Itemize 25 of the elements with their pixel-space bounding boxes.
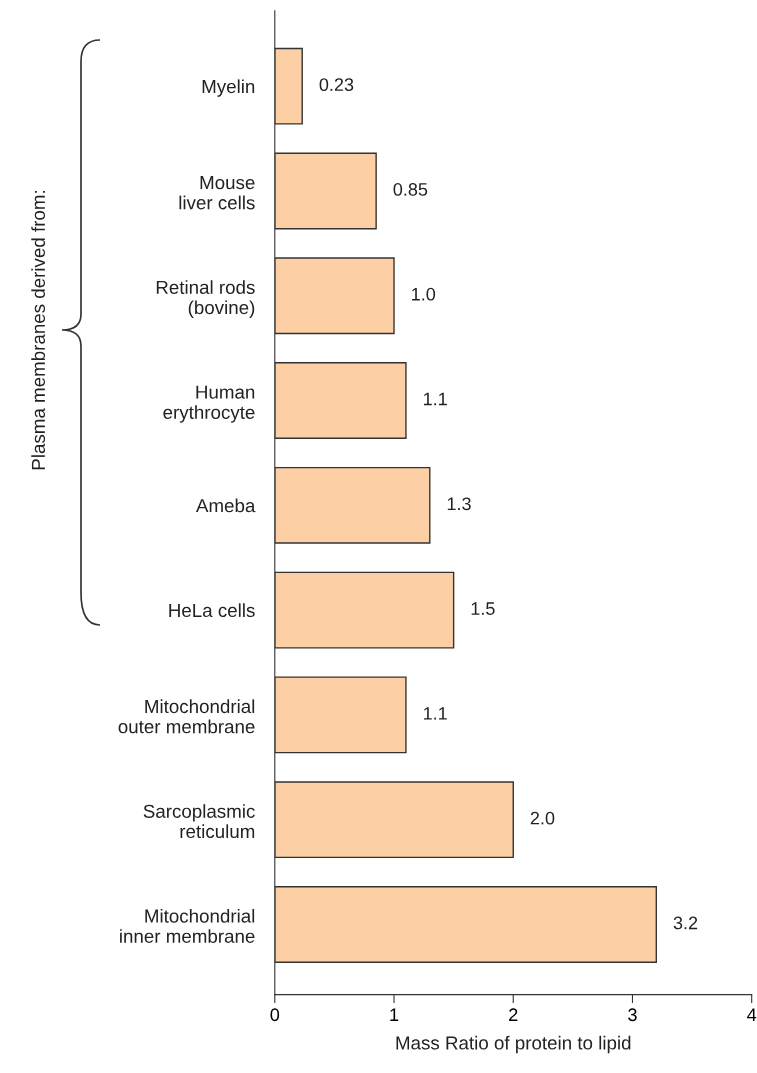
x-axis-title: Mass Ratio of protein to lipid	[396, 1035, 631, 1054]
x-tick-label: 1	[390, 1008, 399, 1021]
x-tick-label: 0	[270, 1008, 280, 1022]
text: Plasma membranes derived from:	[31, 191, 46, 470]
data-label: 1.1	[423, 392, 447, 406]
y-tick-label: Mouse liver cells	[179, 176, 255, 210]
data-label: 1.5	[471, 602, 495, 615]
data-label: 3.2	[673, 916, 698, 930]
data-label: 0.23	[319, 78, 354, 92]
data-label: 1.1	[423, 707, 447, 720]
y-tick-label: Retinal rods (bovine)	[156, 280, 255, 318]
y-tick-label: Ameba	[195, 498, 256, 513]
data-label: 1.3	[447, 497, 471, 511]
x-tick-label: 4	[747, 1008, 757, 1021]
y-tick-label: Mitochondrial inner membrane	[120, 908, 255, 943]
y-tick-label: Myelin	[202, 79, 255, 97]
data-label: 2.0	[530, 811, 555, 825]
x-tick-label: 3	[628, 1008, 637, 1022]
y-tick-label: HeLa cells	[169, 603, 255, 618]
y-tick-label: Human erythrocyte	[163, 385, 255, 423]
y-tick-label: Sarcoplasmic reticulum	[143, 804, 255, 839]
data-label: 1.0	[412, 287, 436, 301]
data-label: 0.85	[393, 183, 428, 196]
x-tick-label: 2	[509, 1008, 518, 1021]
y-tick-label: Mitochondrial outer membrane	[118, 699, 255, 734]
